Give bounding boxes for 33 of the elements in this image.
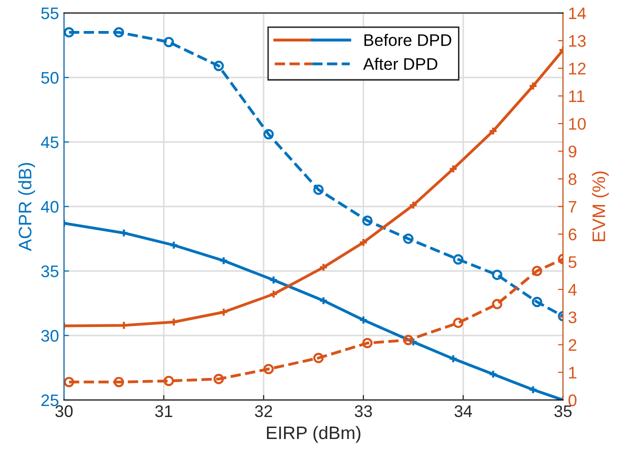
- x-tick-label: 32: [254, 405, 272, 418]
- x-axis-title: EIRP (dBm): [266, 426, 360, 443]
- y2-tick-label: 6: [568, 228, 576, 240]
- y-axis-title: ACPR (dB): [18, 162, 36, 252]
- x-tick-label: 35: [554, 405, 572, 418]
- y-tick-label: 30: [41, 330, 58, 342]
- y2-tick-label: 4: [568, 284, 577, 296]
- y2-tick-label: 10: [569, 118, 586, 130]
- y-tick-label: 35: [41, 265, 58, 278]
- x-tick-label: 30: [55, 405, 73, 418]
- x-tick-label: 31: [155, 405, 172, 418]
- y2-tick-label: 14: [569, 8, 586, 20]
- y-tick-label: 55: [41, 8, 58, 20]
- y-tick-label: 50: [41, 72, 58, 84]
- y2-tick-label: 13: [569, 35, 586, 47]
- y2-tick-label: 1: [569, 366, 576, 378]
- y2-tick-label: 5: [568, 256, 576, 268]
- y2-tick-label: 8: [568, 173, 576, 186]
- y2-tick-label: 7: [568, 201, 576, 213]
- x-tick-label: 33: [354, 405, 372, 418]
- legend-label: After DPD: [363, 58, 438, 70]
- legend-label: Before DPD: [364, 34, 452, 46]
- y2-tick-label: 11: [569, 90, 584, 102]
- y2-tick-label: 9: [568, 146, 576, 158]
- y-tick-label: 25: [41, 394, 58, 406]
- y2-tick-label: 12: [569, 62, 586, 74]
- y2-tick-label: 3: [568, 311, 576, 324]
- y-tick-label: 45: [40, 136, 58, 148]
- y2-tick-label: 0: [568, 394, 576, 406]
- y-tick-label: 40: [40, 200, 58, 213]
- x-tick-label: 34: [454, 405, 472, 418]
- y2-axis-title: EVM (%): [592, 172, 609, 242]
- y2-tick-label: 2: [568, 339, 576, 351]
